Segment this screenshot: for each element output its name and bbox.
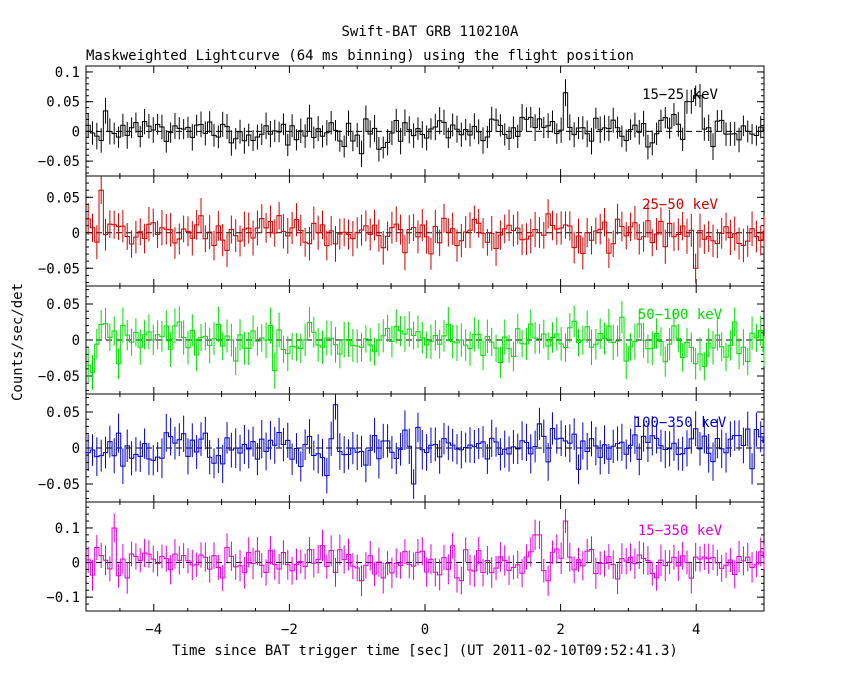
y-tick-label: 0.05 [46,190,80,206]
series-label: 100−350 keV [634,415,727,431]
y-tick-label: 0 [72,441,80,457]
y-tick-label: −0.05 [38,261,80,277]
x-axis: −4 −2 0 2 4 [145,622,700,638]
series-line [86,92,764,155]
x-tick-label: −2 [281,622,298,638]
y-tick-label: 0.1 [55,521,80,537]
y-tick-label: 0.05 [46,405,80,421]
series-label: 50−100 keV [638,307,723,323]
series-label: 15−350 keV [638,523,723,539]
chart-subtitle: Maskweighted Lightcurve (64 ms binning) … [86,48,634,64]
y-axis-label: Counts/sec/det [10,283,26,401]
series-label: 25−50 keV [642,197,718,213]
x-tick-label: 4 [692,622,700,638]
y-tick-label: 0.1 [55,65,80,81]
y-tick-label: 0.05 [46,297,80,313]
y-tick-label: 0 [72,226,80,242]
panel-4: −0.05 0 0.05 100−350 keV [38,393,765,503]
y-tick-label: −0.05 [38,154,80,170]
x-tick-label: −4 [145,622,162,638]
y-tick-label: 0 [72,124,80,140]
x-tick-label: 2 [556,622,564,638]
panels: −0.05 0 0.05 0.1 15−25 keV −0.05 0 0.05 25−50 ke… [38,65,765,612]
panel-3: −0.05 0 0.05 50−100 keV [38,285,765,395]
panel-1: −0.05 0 0.05 0.1 15−25 keV [38,65,765,177]
panel-2: −0.05 0 0.05 25−50 keV [38,175,765,287]
y-tick-label: 0 [72,556,80,572]
series-label: 15−25 keV [642,87,718,103]
y-tick-label: 0.05 [46,95,80,111]
x-tick-label: 0 [421,622,429,638]
x-axis-label: Time since BAT trigger time [sec] (UT 20… [172,643,678,659]
y-tick-label: 0 [72,333,80,349]
y-tick-label: −0.1 [46,590,80,606]
y-tick-label: −0.05 [38,477,80,493]
y-tick-label: −0.05 [38,369,80,385]
panel-5: −0.1 0 0.1 15−350 keV [46,501,765,612]
series-line [86,520,764,582]
chart-title: Swift-BAT GRB 110210A [341,24,519,40]
